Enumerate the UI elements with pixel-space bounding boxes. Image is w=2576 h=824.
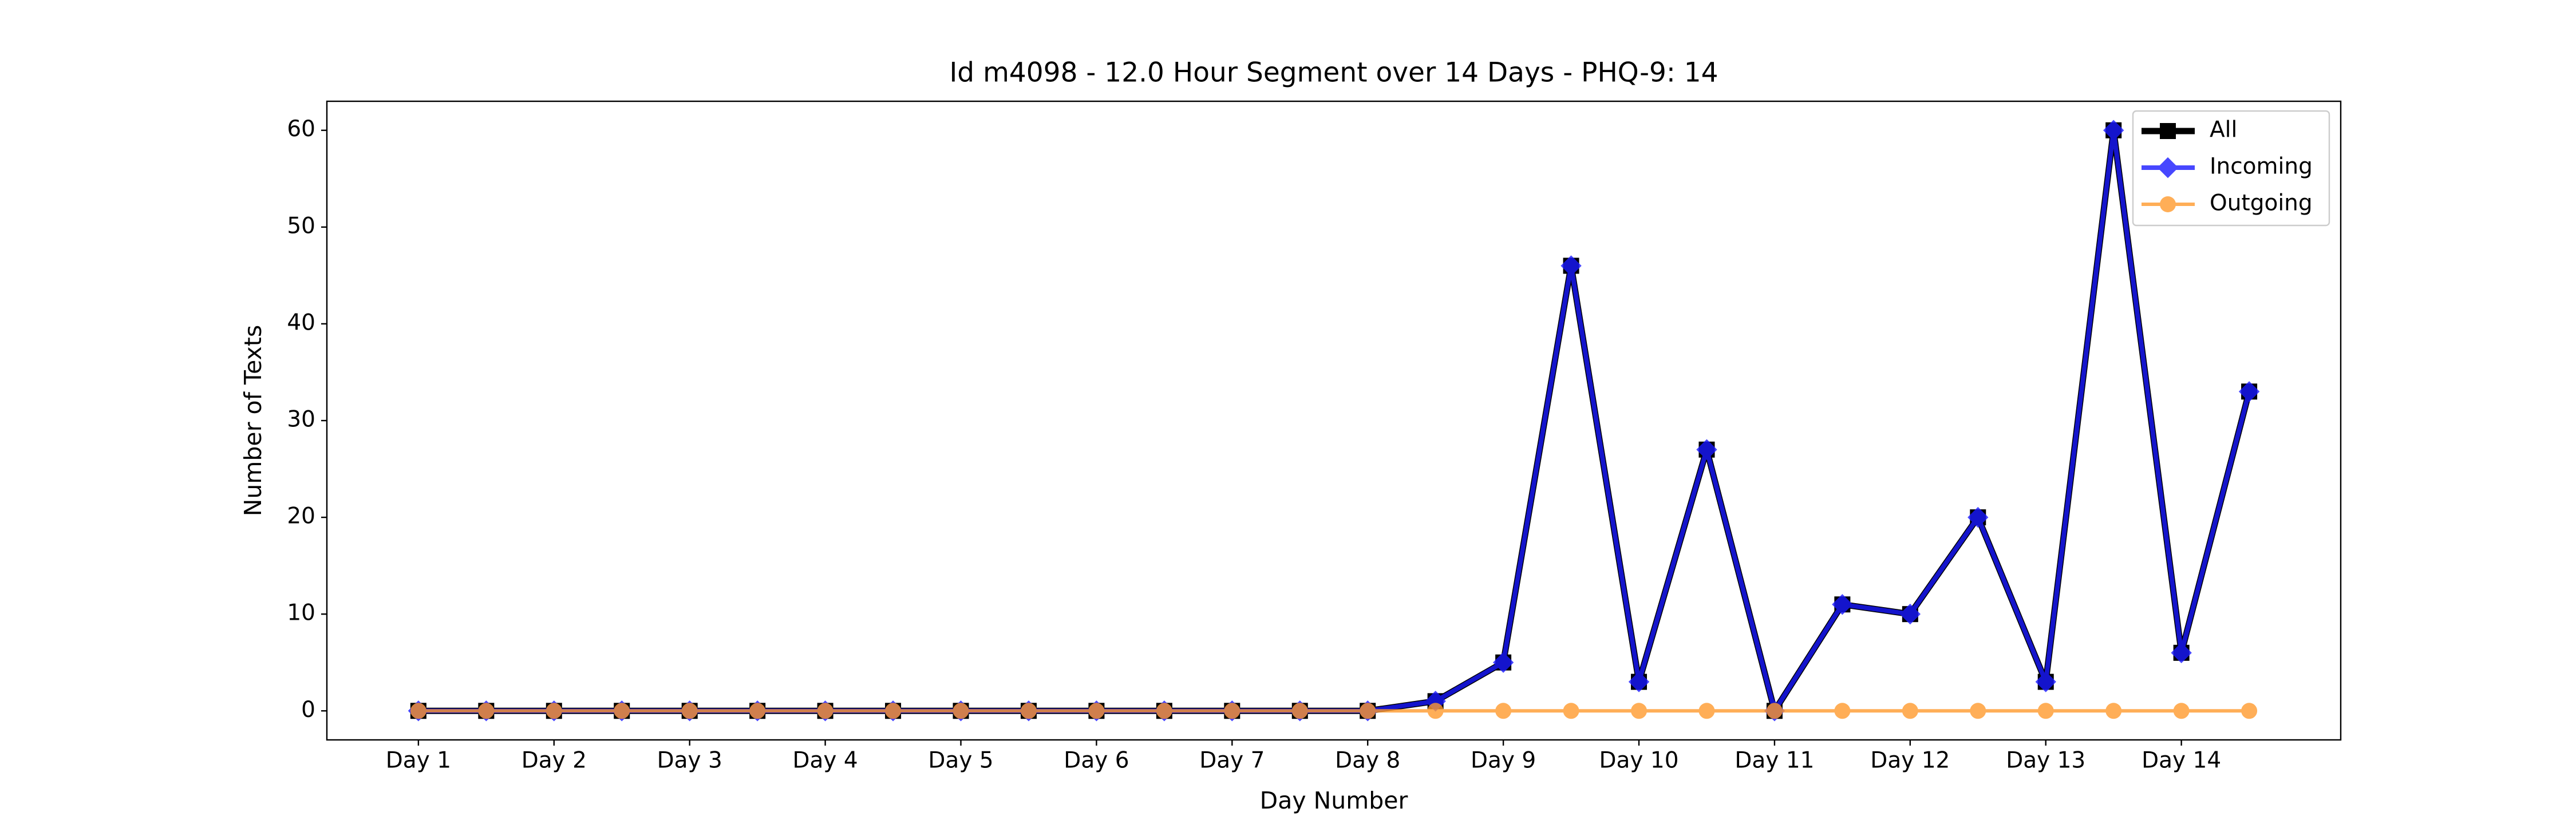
- legend-swatch: [2142, 196, 2195, 212]
- y-tick-label: 0: [301, 697, 315, 723]
- y-tick-label: 10: [287, 600, 315, 626]
- marker: [2171, 642, 2192, 664]
- marker: [817, 703, 833, 719]
- marker: [1360, 703, 1376, 719]
- marker: [2160, 196, 2176, 212]
- x-tick-label: Day 7: [1199, 748, 1265, 774]
- y-tick-label: 30: [287, 407, 315, 433]
- marker: [1970, 703, 1986, 719]
- legend-box: [2132, 110, 2330, 227]
- x-tick-label: Day 9: [1471, 748, 1536, 774]
- marker: [1427, 703, 1444, 719]
- x-axis-label: Day Number: [1260, 787, 1408, 814]
- marker: [1563, 703, 1579, 719]
- marker: [1834, 703, 1851, 719]
- legend-swatch: [2142, 157, 2195, 179]
- marker: [2037, 703, 2054, 719]
- x-tick-label: Day 13: [2006, 748, 2085, 774]
- x-tick-label: Day 1: [386, 748, 451, 774]
- marker: [2238, 381, 2260, 402]
- marker: [2105, 703, 2122, 719]
- marker: [1698, 703, 1715, 719]
- marker: [1088, 703, 1105, 719]
- marker: [885, 703, 902, 719]
- x-tick-label: Day 14: [2142, 748, 2221, 774]
- marker: [1899, 603, 1921, 625]
- marker: [2173, 703, 2190, 719]
- marker: [614, 703, 630, 719]
- x-tick-label: Day 3: [657, 748, 722, 774]
- x-tick-label: Day 8: [1335, 748, 1400, 774]
- x-tick-label: Day 6: [1064, 748, 1129, 774]
- legend-label: Incoming: [2210, 154, 2313, 180]
- marker: [953, 703, 969, 719]
- series: [410, 703, 2258, 719]
- marker: [2035, 671, 2056, 692]
- marker: [1020, 703, 1037, 719]
- marker: [1156, 703, 1172, 719]
- legend-label: Outgoing: [2210, 191, 2313, 216]
- x-tick-label: Day 11: [1735, 748, 1814, 774]
- y-tick-label: 40: [287, 310, 315, 335]
- marker: [1696, 439, 1717, 460]
- x-tick-label: Day 5: [928, 748, 993, 774]
- marker: [1425, 691, 1446, 712]
- marker: [2157, 157, 2179, 179]
- x-tick-label: Day 4: [792, 748, 858, 774]
- y-tick-label: 50: [287, 213, 315, 239]
- marker: [478, 703, 495, 719]
- y-tick-label: 60: [287, 116, 315, 142]
- marker: [1560, 255, 1582, 276]
- chart-title: Id m4098 - 12.0 Hour Segment over 14 Day…: [949, 57, 1718, 89]
- marker: [2160, 123, 2176, 139]
- marker: [1631, 703, 1647, 719]
- marker: [1766, 703, 1783, 719]
- marker: [681, 703, 698, 719]
- legend-label: All: [2210, 117, 2237, 143]
- marker: [749, 703, 766, 719]
- marker: [2103, 120, 2124, 141]
- y-tick-label: 20: [287, 504, 315, 529]
- y-axis-label: Number of Texts: [239, 325, 267, 517]
- marker: [1967, 506, 1989, 528]
- marker: [1628, 671, 1650, 692]
- marker: [2241, 703, 2258, 719]
- marker: [1224, 703, 1240, 719]
- legend-swatch: [2142, 123, 2195, 139]
- x-tick-label: Day 12: [1870, 748, 1950, 774]
- marker: [1902, 703, 1918, 719]
- marker: [546, 703, 562, 719]
- marker: [1492, 652, 1514, 673]
- x-tick-label: Day 10: [1599, 748, 1679, 774]
- marker: [1291, 703, 1308, 719]
- marker: [1832, 594, 1853, 615]
- marker: [1495, 703, 1512, 719]
- plot-frame: [326, 100, 2342, 741]
- x-tick-label: Day 2: [521, 748, 587, 774]
- marker: [410, 703, 426, 719]
